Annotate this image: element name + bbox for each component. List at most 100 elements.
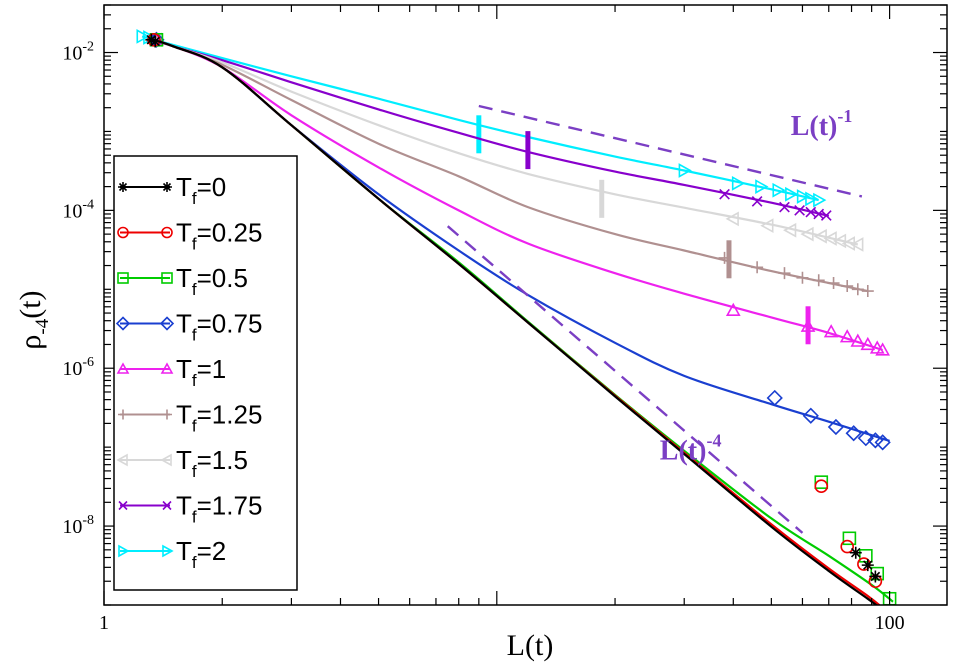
x-tick-label: 1 bbox=[99, 612, 109, 634]
data-point bbox=[778, 267, 791, 280]
legend-marker-right bbox=[162, 409, 172, 420]
data-point bbox=[766, 389, 783, 407]
tick-layer: 1 100 10-2 10-4 10-6 10-8 bbox=[62, 4, 947, 634]
guide-label-slope-minus-4: L(t)-4 bbox=[660, 430, 722, 466]
series-t-f-0 bbox=[145, 33, 882, 605]
legend-item-t-f-2: Tf=2 bbox=[118, 536, 226, 572]
legend-item-t-f-0-25: Tf=0.25 bbox=[117, 218, 262, 254]
data-point bbox=[827, 418, 845, 436]
legend-marker-left bbox=[117, 272, 129, 284]
legend-box bbox=[113, 155, 298, 591]
data-point bbox=[860, 336, 876, 351]
data-point bbox=[861, 285, 874, 298]
legend-label: Tf=0.5 bbox=[176, 263, 248, 299]
data-point bbox=[869, 570, 882, 583]
guide-line-slope-minus-4 bbox=[446, 225, 804, 534]
series-line-t-f-0 bbox=[148, 37, 879, 605]
data-point bbox=[840, 539, 855, 554]
y-axis-title: ρ-4(t) bbox=[14, 290, 53, 349]
legend-marker-right bbox=[159, 316, 175, 331]
data-point bbox=[839, 329, 855, 343]
data-point bbox=[813, 192, 827, 208]
data-point bbox=[812, 274, 825, 287]
legend-marker-left bbox=[115, 316, 131, 331]
data-point bbox=[857, 430, 874, 447]
data-point bbox=[875, 342, 890, 356]
legend-item-t-f-1-5: Tf=1.5 bbox=[116, 445, 248, 481]
data-point bbox=[823, 324, 839, 338]
legend-label: Tf=0.25 bbox=[176, 218, 262, 254]
legend-label: Tf=1 bbox=[176, 354, 226, 390]
y-axis-title-sub: -4 bbox=[32, 318, 53, 334]
legend-item-t-f-1-25: Tf=1.25 bbox=[118, 400, 262, 436]
data-point bbox=[794, 205, 805, 216]
y-axis-title-main: ρ bbox=[14, 335, 47, 350]
data-point bbox=[813, 228, 827, 244]
y-tick-label: 10-2 bbox=[62, 40, 94, 65]
legend-marker-left bbox=[117, 226, 129, 239]
legend-label: Tf=0.75 bbox=[176, 309, 262, 345]
data-point bbox=[849, 546, 862, 559]
series-t-f-1-5 bbox=[148, 32, 864, 252]
data-point bbox=[796, 271, 809, 284]
x-tick-label: 100 bbox=[875, 612, 905, 634]
legend-marker-right bbox=[162, 500, 172, 511]
y-tick-label: 10-4 bbox=[62, 197, 94, 222]
data-point bbox=[820, 210, 832, 221]
legend-marker-left bbox=[118, 500, 128, 511]
plot-frame bbox=[103, 4, 948, 606]
legend-item-t-f-1-75: Tf=1.75 bbox=[118, 491, 262, 527]
series-line-t-f-2 bbox=[141, 35, 819, 202]
guide-label-slope-minus-1: L(t)-1 bbox=[791, 106, 853, 142]
guide-label-exp: -1 bbox=[837, 106, 852, 126]
series-t-f-2 bbox=[136, 29, 827, 208]
data-point bbox=[796, 189, 811, 204]
legend-label: Tf=1.75 bbox=[176, 491, 262, 527]
legend-label: Tf=2 bbox=[176, 536, 226, 572]
data-point bbox=[851, 283, 864, 296]
data-point bbox=[779, 201, 790, 213]
legend-marker-right bbox=[161, 272, 173, 284]
data-point bbox=[805, 206, 817, 218]
legend-marker-right bbox=[161, 226, 173, 239]
data-point bbox=[845, 425, 862, 442]
y-tick-label: 10-6 bbox=[62, 355, 94, 380]
legend-marker-left bbox=[118, 409, 128, 420]
legend-item-t-f-0-75: Tf=0.75 bbox=[115, 309, 262, 345]
legend-marker-right bbox=[160, 453, 172, 467]
data-point bbox=[719, 188, 730, 200]
data-point bbox=[145, 33, 158, 46]
data-point bbox=[850, 333, 866, 347]
legend-marker-right bbox=[162, 544, 174, 558]
data-point bbox=[832, 233, 847, 249]
data-point bbox=[772, 182, 786, 198]
legend-label: Tf=0 bbox=[176, 172, 226, 208]
data-point bbox=[823, 231, 837, 246]
y-axis-title-tail: (t) bbox=[14, 290, 47, 318]
legend-label: Tf=1.5 bbox=[176, 445, 248, 481]
data-point bbox=[827, 277, 840, 290]
data-point bbox=[731, 175, 746, 191]
data-point bbox=[136, 29, 150, 44]
legend-marker-right bbox=[160, 362, 174, 374]
data-point bbox=[725, 211, 739, 227]
y-tick-label: 10-8 bbox=[62, 513, 94, 538]
data-point bbox=[760, 218, 774, 234]
guide-label-main: L(t) bbox=[660, 435, 707, 466]
data-point bbox=[870, 566, 885, 581]
data-point bbox=[850, 237, 864, 252]
data-point bbox=[800, 226, 814, 242]
guide-layer: L(t)-1L(t)-4 bbox=[446, 104, 863, 534]
series-line-t-f-1-75 bbox=[148, 37, 830, 217]
guide-line-slope-minus-1 bbox=[478, 104, 863, 198]
series-line-t-f-1-5 bbox=[148, 37, 859, 246]
data-point bbox=[814, 479, 829, 494]
data-point bbox=[149, 35, 162, 48]
legend-marker-left bbox=[118, 182, 128, 192]
data-point bbox=[842, 531, 857, 546]
svg-text:ρ-4(t): ρ-4(t) bbox=[14, 290, 53, 349]
legend: Tf=0 Tf=0.25 Tf=0.5 Tf=0.75 Tf=1 Tf=1.25 Tf=1.… bbox=[113, 155, 298, 591]
series-layer bbox=[136, 29, 897, 605]
legend-item-t-f-1: Tf=1 bbox=[116, 354, 226, 390]
